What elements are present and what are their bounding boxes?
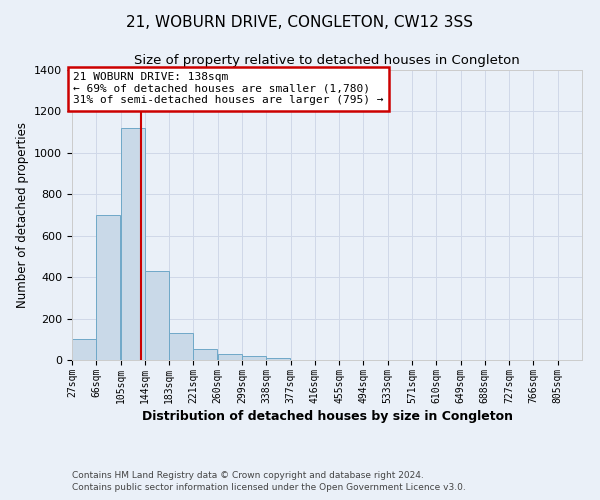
Bar: [169, 333, 193, 360]
Text: Contains HM Land Registry data © Crown copyright and database right 2024.
Contai: Contains HM Land Registry data © Crown c…: [72, 471, 466, 492]
Bar: [72, 340, 96, 360]
Bar: [242, 356, 266, 360]
Bar: [193, 348, 217, 360]
Y-axis label: Number of detached properties: Number of detached properties: [16, 122, 29, 308]
Bar: [96, 215, 121, 360]
X-axis label: Distribution of detached houses by size in Congleton: Distribution of detached houses by size …: [142, 410, 512, 423]
Bar: [145, 271, 169, 360]
Text: 21, WOBURN DRIVE, CONGLETON, CW12 3SS: 21, WOBURN DRIVE, CONGLETON, CW12 3SS: [127, 15, 473, 30]
Bar: [266, 358, 290, 360]
Bar: [121, 128, 145, 360]
Bar: [218, 354, 242, 360]
Text: 21 WOBURN DRIVE: 138sqm
← 69% of detached houses are smaller (1,780)
31% of semi: 21 WOBURN DRIVE: 138sqm ← 69% of detache…: [73, 72, 384, 106]
Title: Size of property relative to detached houses in Congleton: Size of property relative to detached ho…: [134, 54, 520, 68]
